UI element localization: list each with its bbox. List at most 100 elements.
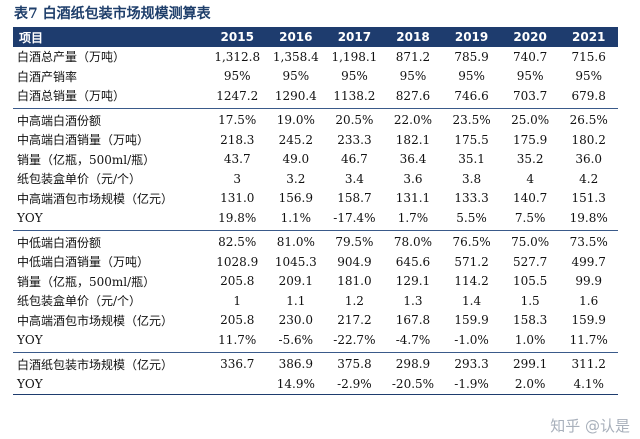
table-cell: 131.1 [395,191,431,206]
table-cell: 182.1 [395,132,431,147]
header-year: 2015 [220,30,254,44]
group-divider [13,107,618,109]
table-cell: 159.9 [454,313,489,328]
table-cell: 1.7% [397,210,429,225]
table-cell: 645.6 [395,254,431,269]
table-cell: 1028.9 [216,254,259,269]
table-cell: 746.6 [454,88,489,103]
table-cell: -22.7% [333,332,376,347]
table-cell: 36.4 [399,152,427,167]
table-cell: 19.0% [276,113,315,128]
watermark: 知乎 @认是 [550,417,630,435]
table-body: 白酒总产量（万吨） 1,312.8 1,358.4 1,198.1 871.2 785.9… [13,47,618,395]
table-cell: 715.6 [571,49,606,64]
row-label: 纸包装盒单价（元/个） [17,172,142,187]
table-cell: 151.3 [571,191,606,206]
table-cell: 703.7 [512,88,548,103]
table-cell: 36.0 [575,152,603,167]
table-cell: 230.0 [278,313,313,328]
table-row: YOY 14.9% -2.9% -20.5% -1.9% 2.0% 4.1% [13,374,618,395]
table-cell: 2.0% [514,376,546,391]
group-divider [13,351,618,353]
table-cell: 1138.2 [333,88,376,103]
table-cell: 131.0 [220,191,255,206]
table-row: 白酒纸包装市场规模（亿元） 336.7 386.9 375.8 298.9 293.3 29… [13,355,618,375]
table-cell: 1,358.4 [272,49,319,64]
row-label: 白酒总销量（万吨） [17,89,126,104]
table-row: 中高端白酒份额 17.5% 19.0% 20.5% 22.0% 23.5% 25.0% 26.… [13,111,618,131]
row-label: 白酒纸包装市场规模（亿元） [17,357,174,372]
market-size-table: 项目 2015 2016 2017 2018 2019 2020 2021 白酒… [13,27,618,395]
row-label: 白酒总产量（万吨） [17,50,126,65]
table-cell: 298.9 [395,357,431,372]
table-row: 中低端白酒份额 82.5% 81.0% 79.5% 78.0% 76.5% 75.0% 73.… [13,233,618,253]
table-cell: 5.5% [456,210,487,225]
table-cell: 871.2 [395,49,431,64]
header-year: 2021 [572,30,606,44]
table-row: 中高端酒包市场规模（亿元） 205.8 230.0 217.2 167.8 159.9 15… [13,311,618,331]
table-cell: 17.5% [218,113,257,128]
header-year: 2016 [279,30,313,44]
table-cell: 3.8 [462,171,482,186]
table-cell: 217.2 [337,313,372,328]
table-cell: 95% [516,69,544,84]
table-cell: 35.2 [516,152,544,167]
table-row: 白酒产销率 95% 95% 95% 95% 95% 95% 95% [13,67,618,87]
table-cell: 7.5% [514,210,546,225]
table-cell: 571.2 [454,254,489,269]
table-row: 白酒总销量（万吨） 1247.2 1290.4 1138.2 827.6 746.6 703… [13,86,618,106]
table-cell: -1.9% [454,376,489,391]
row-label: 中低端白酒份额 [17,235,102,250]
row-label: 中低端白酒销量（万吨） [17,255,150,270]
table-cell: 904.9 [337,254,372,269]
row-label: YOY [17,210,43,225]
table-cell: 1,312.8 [214,49,261,64]
table-cell: 99.9 [575,274,603,289]
table-cell: 11.7% [569,332,608,347]
table-cell: 14.9% [276,376,315,391]
table-row: 中高端酒包市场规模（亿元） 131.0 156.9 158.7 131.1 133.3 14… [13,189,618,209]
table-cell: 1.6 [579,293,599,308]
table-cell: 25.0% [511,113,550,128]
table-cell: 527.7 [512,254,548,269]
table-cell: 20.5% [335,113,374,128]
table-cell: 3.2 [286,171,306,186]
table-cell: 82.5% [218,235,257,250]
table-cell: 299.1 [512,357,548,372]
table-cell: 11.7% [218,332,257,347]
table-cell: 158.7 [337,191,372,206]
table-cell: 105.5 [512,274,548,289]
table-cell: 43.7 [223,152,251,167]
header-label: 项目 [19,30,44,45]
table-cell: 1.1% [280,210,312,225]
table-cell: 180.2 [571,132,606,147]
table-cell: 233.3 [337,132,372,147]
table-cell: 1.0% [514,332,546,347]
group-divider [13,229,618,231]
table-cell: 175.9 [512,132,548,147]
table-cell: -20.5% [391,376,435,391]
table-cell: 35.1 [458,152,485,167]
table-cell: 19.8% [218,210,257,225]
table-cell: 167.8 [395,313,431,328]
table-row: 销量（亿瓶，500ml/瓶） 205.8 209.1 181.0 129.1 114.2 1… [13,272,618,292]
table-cell: 336.7 [220,357,255,372]
table-cell: 175.5 [454,132,489,147]
table-row: YOY 19.8% 1.1% -17.4% 1.7% 5.5% 7.5% 19.8% [13,208,618,228]
table-cell: 1045.3 [274,254,317,269]
table-row: YOY 11.7% -5.6% -22.7% -4.7% -1.0% 1.0% 11.7% [13,330,618,350]
table-title: 表7 白酒纸包装市场规模测算表 [14,6,211,22]
table-cell: 375.8 [337,357,372,372]
table-cell: 95% [282,69,310,84]
table-cell: 73.5% [569,235,608,250]
table-cell: 293.3 [454,357,489,372]
table-cell: 386.9 [278,357,313,372]
table-row: 中高端白酒销量（万吨） 218.3 245.2 233.3 182.1 175.5 175.… [13,130,618,150]
table-cell: 1290.4 [274,88,317,103]
table-cell: 46.7 [341,152,368,167]
row-label: 中高端白酒销量（万吨） [17,133,150,148]
table-cell: 1.3 [403,293,423,308]
table-cell: 785.9 [454,49,489,64]
table-cell: 1 [233,293,242,308]
table-header-row: 项目 2015 2016 2017 2018 2019 2020 2021 [13,27,618,47]
